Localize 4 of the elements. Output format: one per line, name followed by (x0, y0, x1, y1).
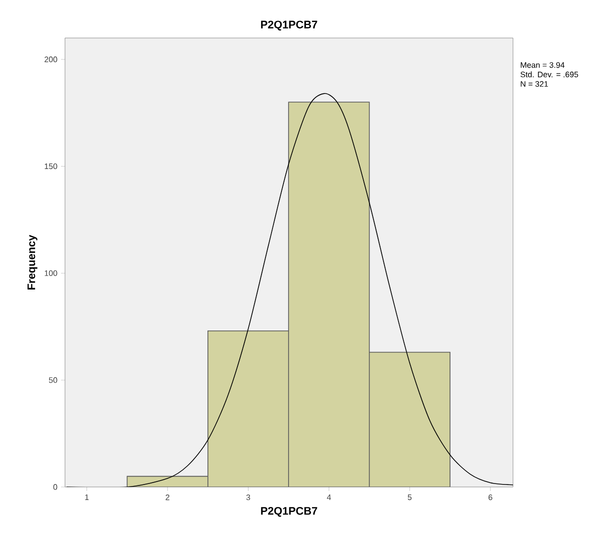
x-axis-title: P2Q1PCB7 (261, 507, 318, 517)
line-series (66, 93, 514, 487)
chart-title: P2Q1PCB7 (261, 20, 318, 30)
y-axis-title: Frequency (28, 234, 38, 290)
